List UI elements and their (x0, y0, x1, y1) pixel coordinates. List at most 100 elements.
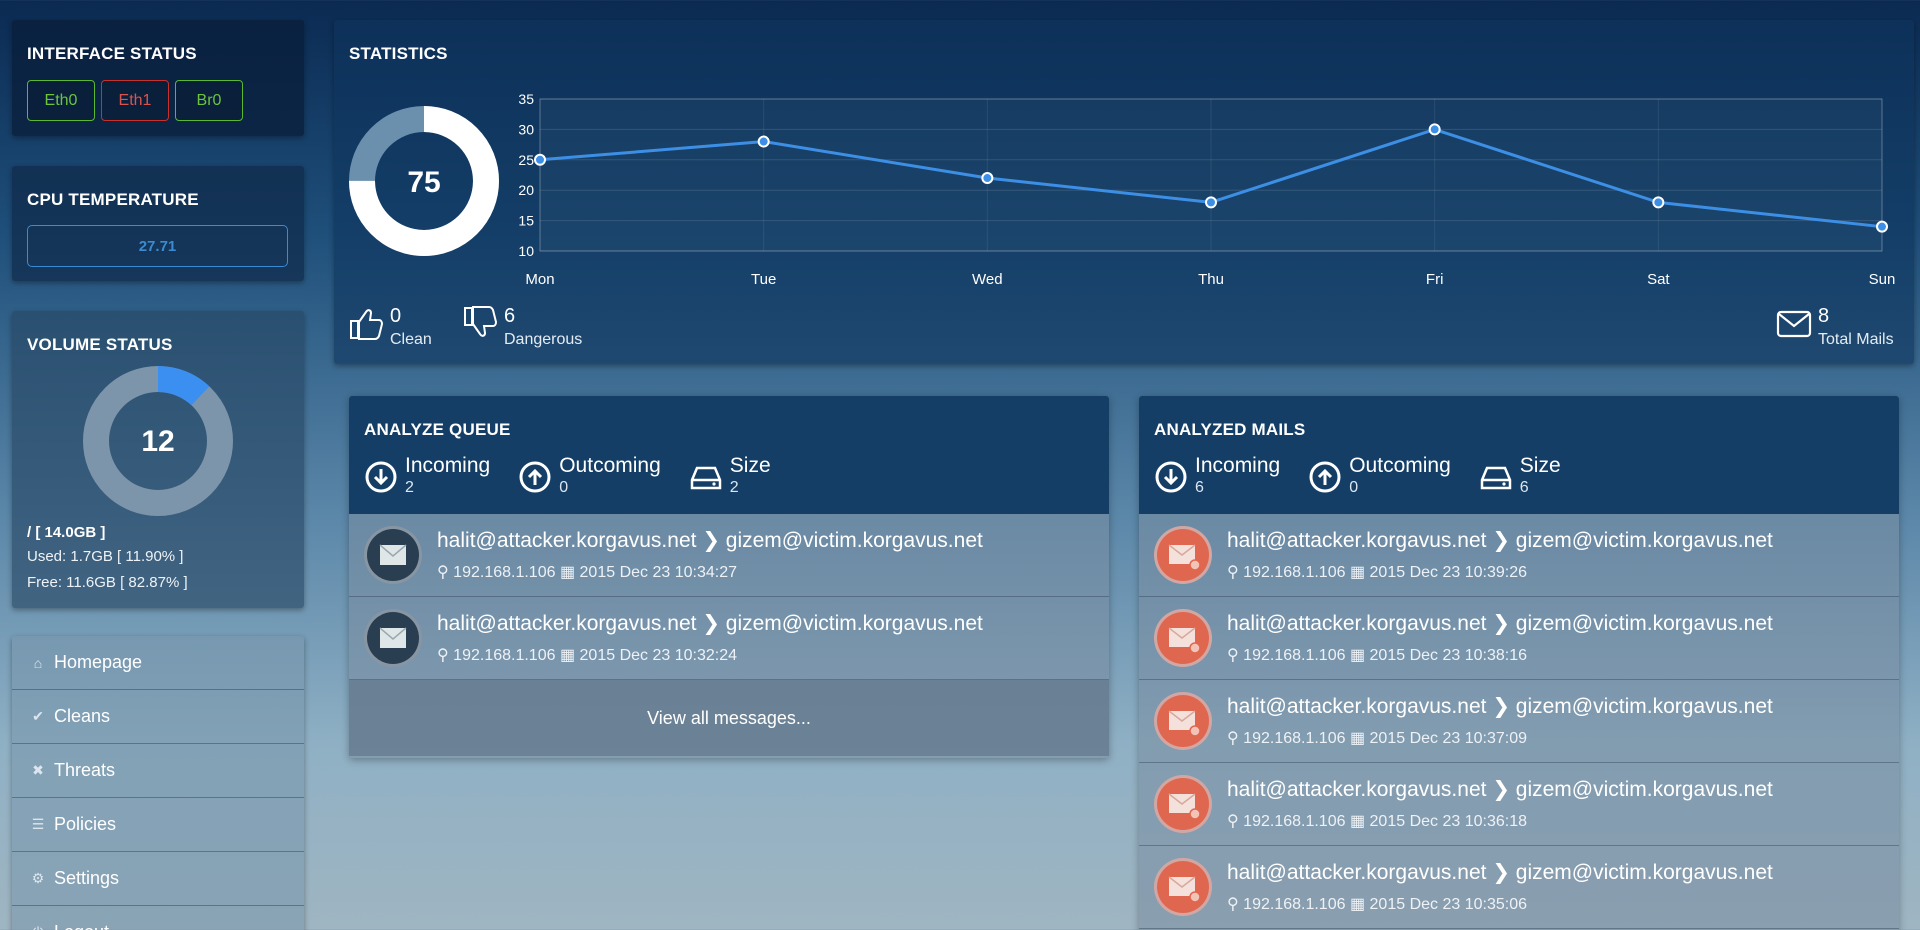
nav-item-cleans[interactable]: ✔ Cleans (12, 690, 304, 744)
chart-point (1428, 123, 1441, 136)
weekly-line-chart: 10 15 20 25 30 35 Mon Tue Wed Thu Fri Sat Sun (518, 91, 1895, 288)
analyzed-outcoming-value: 0 (1349, 479, 1359, 496)
total-mails-label: Total Mails (1818, 331, 1894, 348)
interface-br0-button[interactable]: Br0 (175, 80, 243, 121)
mail-addresses: halit@attacker.korgavus.net ❯ gizem@vict… (437, 528, 983, 553)
mail-from: halit@attacker.korgavus.net (1227, 695, 1487, 718)
mail-from: halit@attacker.korgavus.net (437, 612, 697, 635)
chart-y-tick-label: 20 (518, 182, 534, 198)
envelope-icon (379, 627, 407, 648)
cpu-temperature-title: CPU TEMPERATURE (27, 190, 199, 209)
mail-meta: ⚲ 192.168.1.106 ▦ 2015 Dec 23 10:37:09 (1227, 728, 1527, 748)
interface-eth0-button[interactable]: Eth0 (27, 80, 95, 121)
mail-to: gizem@victim.korgavus.net (725, 612, 983, 635)
nav-item-settings[interactable]: ⚙ Settings (12, 852, 304, 906)
home-icon: ⌂ (33, 654, 43, 671)
calendar-icon: ▦ (559, 564, 576, 581)
analyzed-mail-row[interactable]: halit@attacker.korgavus.net ❯ gizem@vict… (1139, 680, 1899, 763)
mail-meta: ⚲ 192.168.1.106 ▦ 2015 Dec 23 10:39:26 (1227, 562, 1527, 582)
mail-date: 2015 Dec 23 10:32:24 (579, 647, 737, 664)
queue-incoming-value: 2 (405, 479, 414, 496)
interface-status-panel: INTERFACE STATUS Eth0 Eth1 Br0 (12, 20, 304, 136)
mail-date: 2015 Dec 23 10:36:18 (1369, 813, 1527, 830)
chevron-right-icon: ❯ (1492, 529, 1510, 552)
mail-avatar (1154, 775, 1212, 833)
list-icon: ☰ (31, 816, 45, 832)
mail-from: halit@attacker.korgavus.net (1227, 612, 1487, 635)
mail-addresses: halit@attacker.korgavus.net ❯ gizem@vict… (1227, 860, 1773, 885)
envelope-danger-icon (1168, 710, 1201, 737)
chevron-right-icon: ❯ (1492, 695, 1510, 718)
analyzed-incoming-label: Incoming (1195, 454, 1281, 477)
mail-to: gizem@victim.korgavus.net (1515, 778, 1773, 801)
chart-plot-area (539, 98, 1883, 252)
map-marker-icon: ⚲ (1227, 730, 1239, 747)
chart-y-tick-label: 25 (518, 152, 534, 168)
clean-label: Clean (390, 331, 432, 348)
mail-date: 2015 Dec 23 10:34:27 (579, 564, 737, 581)
chart-x-tick-label: Sat (1647, 271, 1670, 288)
statistics-donut-label: 75 (407, 166, 440, 199)
chart-x-tick-label: Mon (525, 271, 554, 288)
arrow-circle-up-icon (519, 461, 551, 493)
queue-size-label: Size (729, 454, 771, 477)
analyzed-mail-row[interactable]: halit@attacker.korgavus.net ❯ gizem@vict… (1139, 763, 1899, 846)
volume-used: Used: 1.7GB [ 11.90% ] (27, 548, 184, 565)
chart-x-tick-label: Thu (1198, 271, 1224, 288)
chevron-right-icon: ❯ (1492, 778, 1510, 801)
calendar-icon: ▦ (1349, 647, 1366, 664)
view-all-messages-link[interactable]: View all messages... (349, 680, 1109, 756)
queue-mail-row[interactable]: halit@attacker.korgavus.net ❯ gizem@vict… (349, 514, 1109, 597)
queue-outcoming-label: Outcoming (559, 454, 661, 477)
map-marker-icon: ⚲ (437, 564, 449, 581)
analyze-queue-title: ANALYZE QUEUE (364, 420, 511, 439)
analyzed-mail-row[interactable]: halit@attacker.korgavus.net ❯ gizem@vict… (1139, 846, 1899, 929)
chart-y-tick-label: 30 (518, 121, 534, 137)
mail-date: 2015 Dec 23 10:37:09 (1369, 730, 1527, 747)
mail-avatar (1154, 858, 1212, 916)
mail-ip: 192.168.1.106 (1243, 730, 1346, 747)
chart-x-tick-label: Wed (972, 271, 1003, 288)
analyzed-outcoming-label: Outcoming (1349, 454, 1451, 477)
queue-mail-row[interactable]: halit@attacker.korgavus.net ❯ gizem@vict… (349, 597, 1109, 680)
mail-date: 2015 Dec 23 10:38:16 (1369, 647, 1527, 664)
nav-item-logout[interactable]: ⏻ Logout (12, 906, 304, 930)
check-icon: ✔ (32, 708, 44, 724)
mail-avatar (364, 526, 422, 584)
nav-item-homepage[interactable]: ⌂ Homepage (12, 636, 304, 690)
mail-ip: 192.168.1.106 (1243, 896, 1346, 913)
chart-x-tick-label: Fri (1426, 271, 1444, 288)
interface-eth1-button[interactable]: Eth1 (101, 80, 169, 121)
analyzed-size-stat: Size 6 (1479, 454, 1561, 498)
nav-item-policies[interactable]: ☰ Policies (12, 798, 304, 852)
mail-meta: ⚲ 192.168.1.106 ▦ 2015 Dec 23 10:35:06 (1227, 894, 1527, 914)
envelope-icon (1776, 310, 1812, 338)
mail-avatar (1154, 609, 1212, 667)
analyze-queue-header: ANALYZE QUEUE Incoming 2 Outcoming 0 Size 2 (349, 396, 1109, 514)
nav-item-threats[interactable]: ✖ Threats (12, 744, 304, 798)
analyzed-incoming-value: 6 (1195, 479, 1204, 496)
mail-from: halit@attacker.korgavus.net (1227, 778, 1487, 801)
analyzed-mail-row[interactable]: halit@attacker.korgavus.net ❯ gizem@vict… (1139, 597, 1899, 680)
volume-free: Free: 11.6GB [ 82.87% ] (27, 574, 188, 591)
chart-y-tick-label: 15 (518, 213, 534, 229)
statistics-title: STATISTICS (349, 44, 448, 63)
arrow-circle-up-icon (1309, 461, 1341, 493)
mail-from: halit@attacker.korgavus.net (1227, 529, 1487, 552)
chart-point (1652, 196, 1665, 209)
nav-item-label: Cleans (54, 706, 111, 726)
nav-item-label: Logout (54, 922, 109, 930)
envelope-icon (379, 544, 407, 565)
nav-item-label: Homepage (54, 652, 143, 672)
mail-addresses: halit@attacker.korgavus.net ❯ gizem@vict… (1227, 694, 1773, 719)
chevron-right-icon: ❯ (702, 529, 720, 552)
analyzed-mails-list: halit@attacker.korgavus.net ❯ gizem@vict… (1139, 514, 1899, 929)
map-marker-icon: ⚲ (1227, 564, 1239, 581)
volume-total: / [ 14.0GB ] (27, 524, 106, 541)
clean-stat: 0 Clean (348, 305, 432, 349)
analyzed-mail-row[interactable]: halit@attacker.korgavus.net ❯ gizem@vict… (1139, 514, 1899, 597)
hard-drive-icon (690, 466, 722, 490)
envelope-danger-icon (1168, 627, 1201, 654)
chart-point (534, 153, 546, 166)
mail-meta: ⚲ 192.168.1.106 ▦ 2015 Dec 23 10:34:27 (437, 562, 737, 582)
